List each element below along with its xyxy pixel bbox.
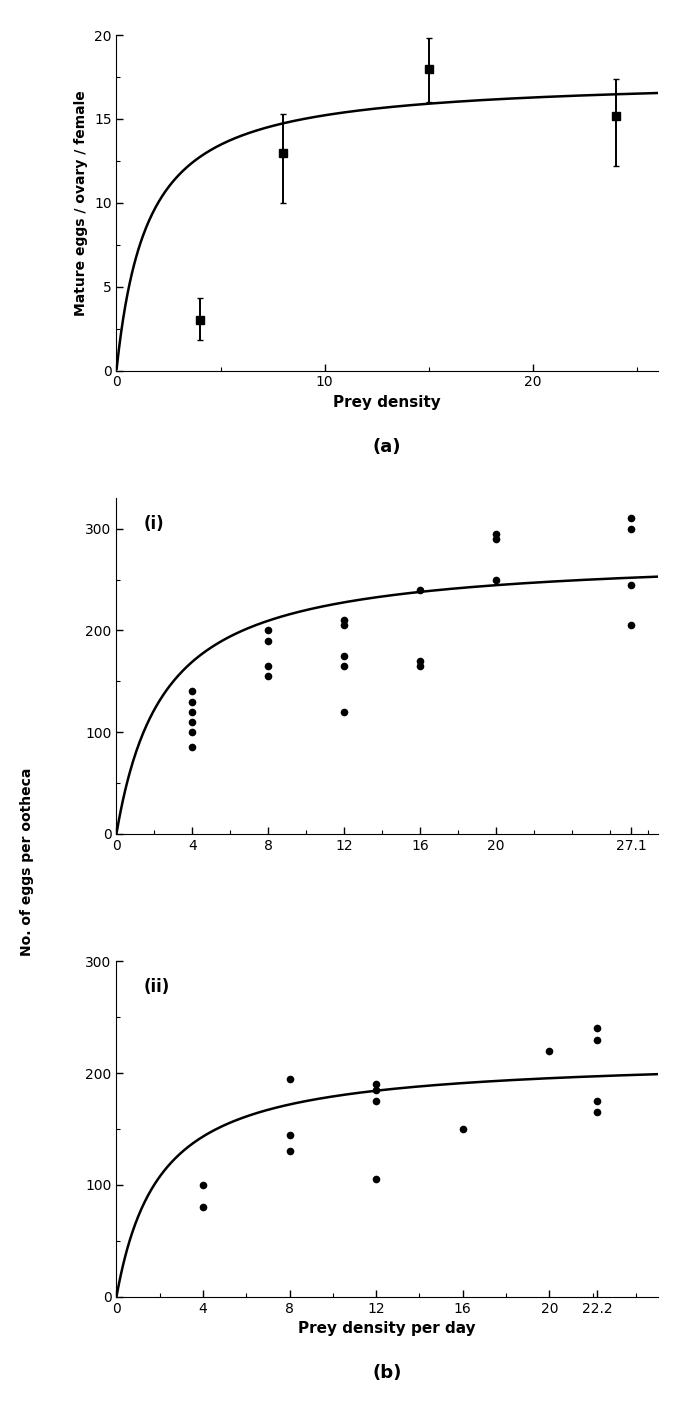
X-axis label: Prey density: Prey density <box>333 395 441 409</box>
Text: (i): (i) <box>143 515 164 533</box>
Text: (a): (a) <box>373 437 401 456</box>
Y-axis label: Mature eggs / ovary / female: Mature eggs / ovary / female <box>75 90 88 315</box>
Text: (ii): (ii) <box>143 979 170 995</box>
Text: (b): (b) <box>373 1364 401 1382</box>
X-axis label: Prey density per day: Prey density per day <box>298 1321 476 1336</box>
Text: No. of eggs per ootheca: No. of eggs per ootheca <box>21 768 34 956</box>
